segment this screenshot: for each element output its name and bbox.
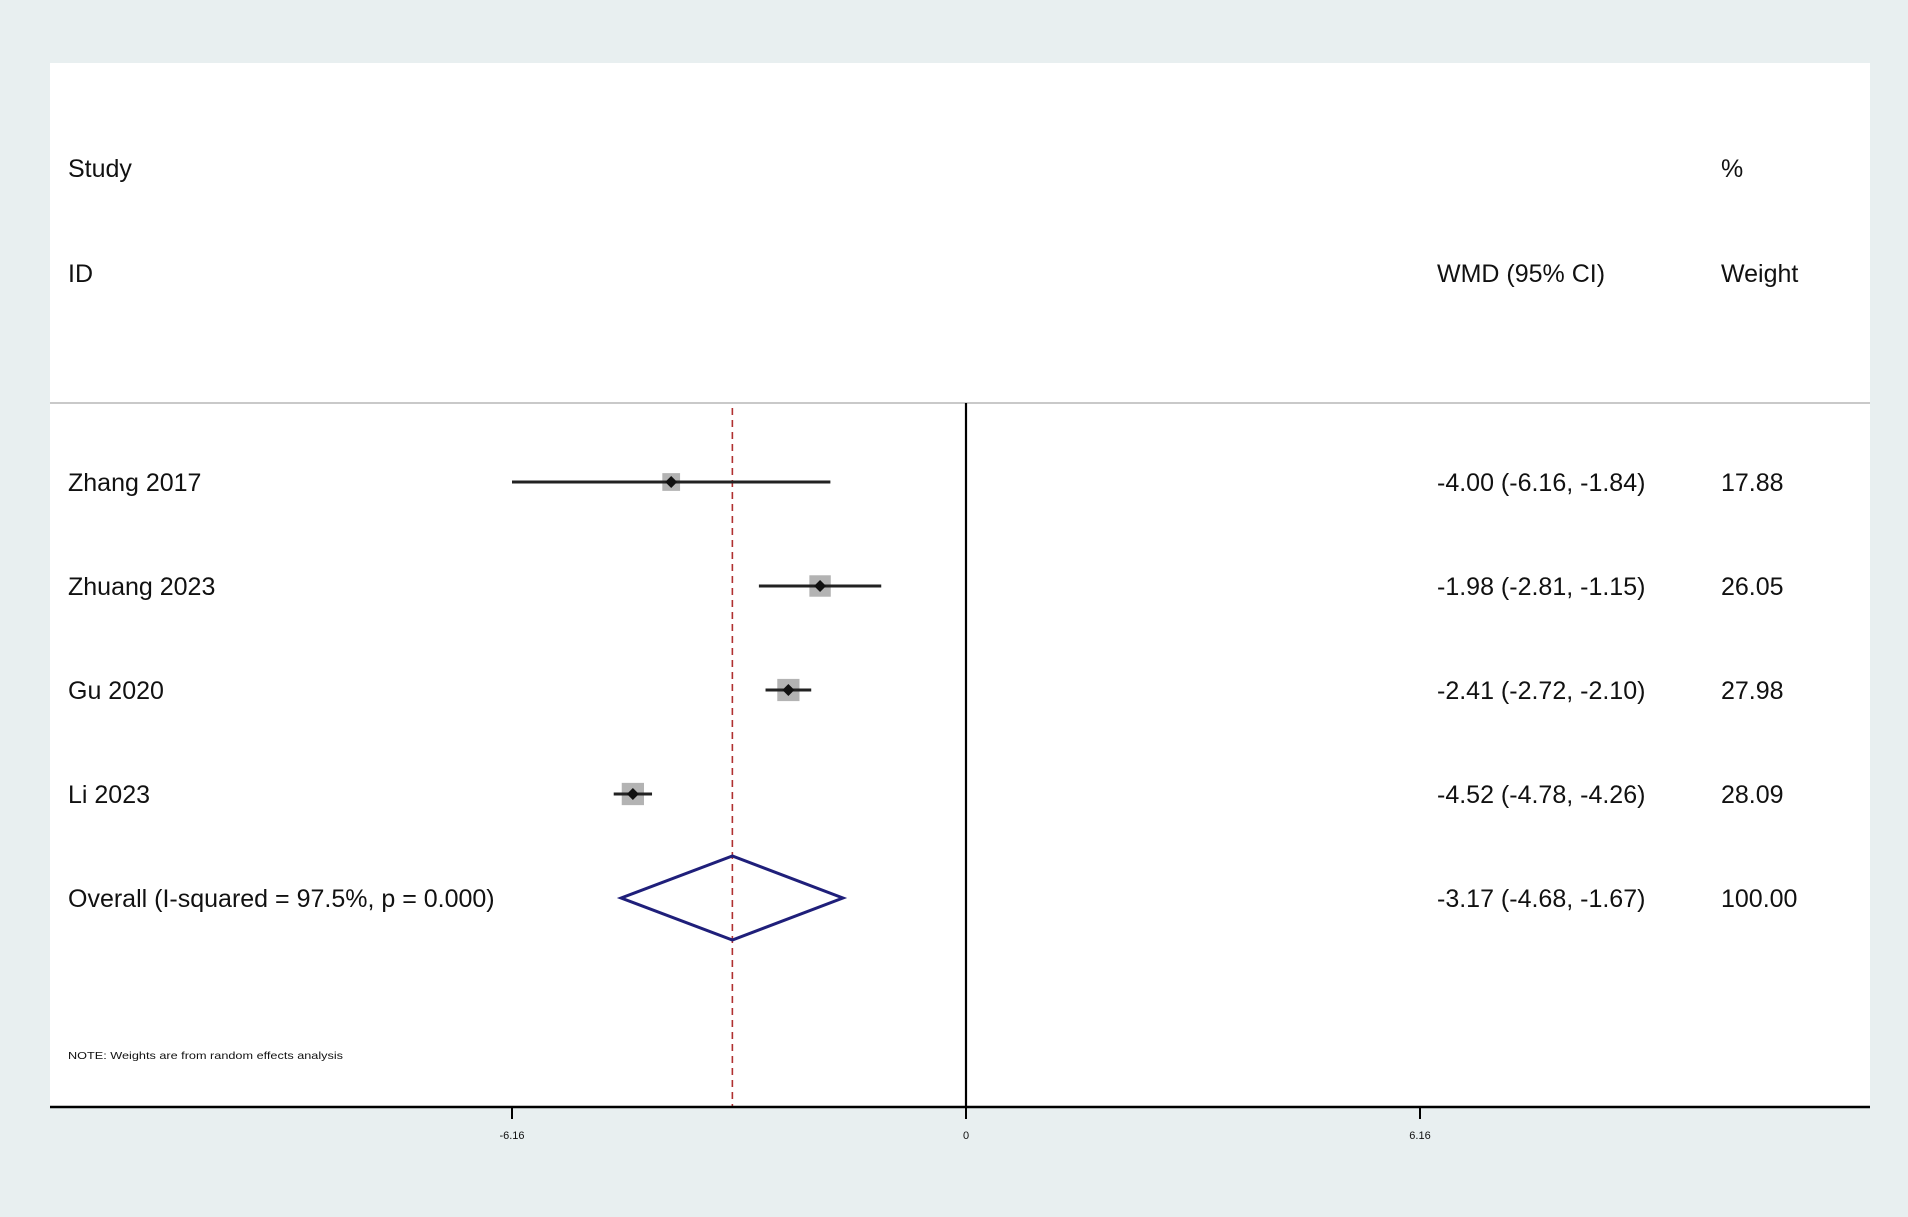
point-estimate <box>665 476 678 488</box>
overall-diamond <box>616 854 848 942</box>
header-effect-label: WMD (95% CI) <box>1437 260 1605 288</box>
point-estimate <box>626 788 639 800</box>
study-label: Zhang 2017 <box>68 469 201 497</box>
study-label: Li 2023 <box>68 781 150 809</box>
effect-ci-text: -2.41 (-2.72, -2.10) <box>1437 677 1645 705</box>
footnote: NOTE: Weights are from random effects an… <box>68 1050 343 1062</box>
x-tick-label: 6.16 <box>1409 1130 1430 1142</box>
weight-text: 26.05 <box>1721 573 1784 601</box>
header-id: ID <box>68 260 93 288</box>
overall-label: Overall (I-squared = 97.5%, p = 0.000) <box>68 885 495 913</box>
overall-weight-text: 100.00 <box>1721 885 1797 913</box>
overall-ci-text: -3.17 (-4.68, -1.67) <box>1437 885 1645 913</box>
header-percent: % <box>1721 155 1743 183</box>
weight-text: 28.09 <box>1721 781 1784 809</box>
plot-background <box>50 63 1870 1108</box>
effect-ci-text: -4.00 (-6.16, -1.84) <box>1437 469 1645 497</box>
effect-ci-text: -4.52 (-4.78, -4.26) <box>1437 781 1645 809</box>
study-label: Zhuang 2023 <box>68 573 215 601</box>
study-label: Gu 2020 <box>68 677 164 705</box>
header-weight: Weight <box>1721 260 1798 288</box>
x-tick-label: 0 <box>963 1130 969 1142</box>
chart-marks: Zhang 2017 -4.00 (-6.16, -1.84) 17.88 Zhuan… <box>68 403 1797 1107</box>
effect-ci-text: -1.98 (-2.81, -1.15) <box>1437 573 1645 601</box>
x-tick-label: -6.16 <box>499 1130 524 1142</box>
weight-text: 17.88 <box>1721 469 1784 497</box>
point-estimate <box>814 580 827 592</box>
weight-text: 27.98 <box>1721 677 1784 705</box>
header-study: Study <box>68 155 132 183</box>
point-estimate <box>782 684 795 696</box>
x-axis-ticks: -6.16 0 6.16 <box>499 1107 1431 1142</box>
